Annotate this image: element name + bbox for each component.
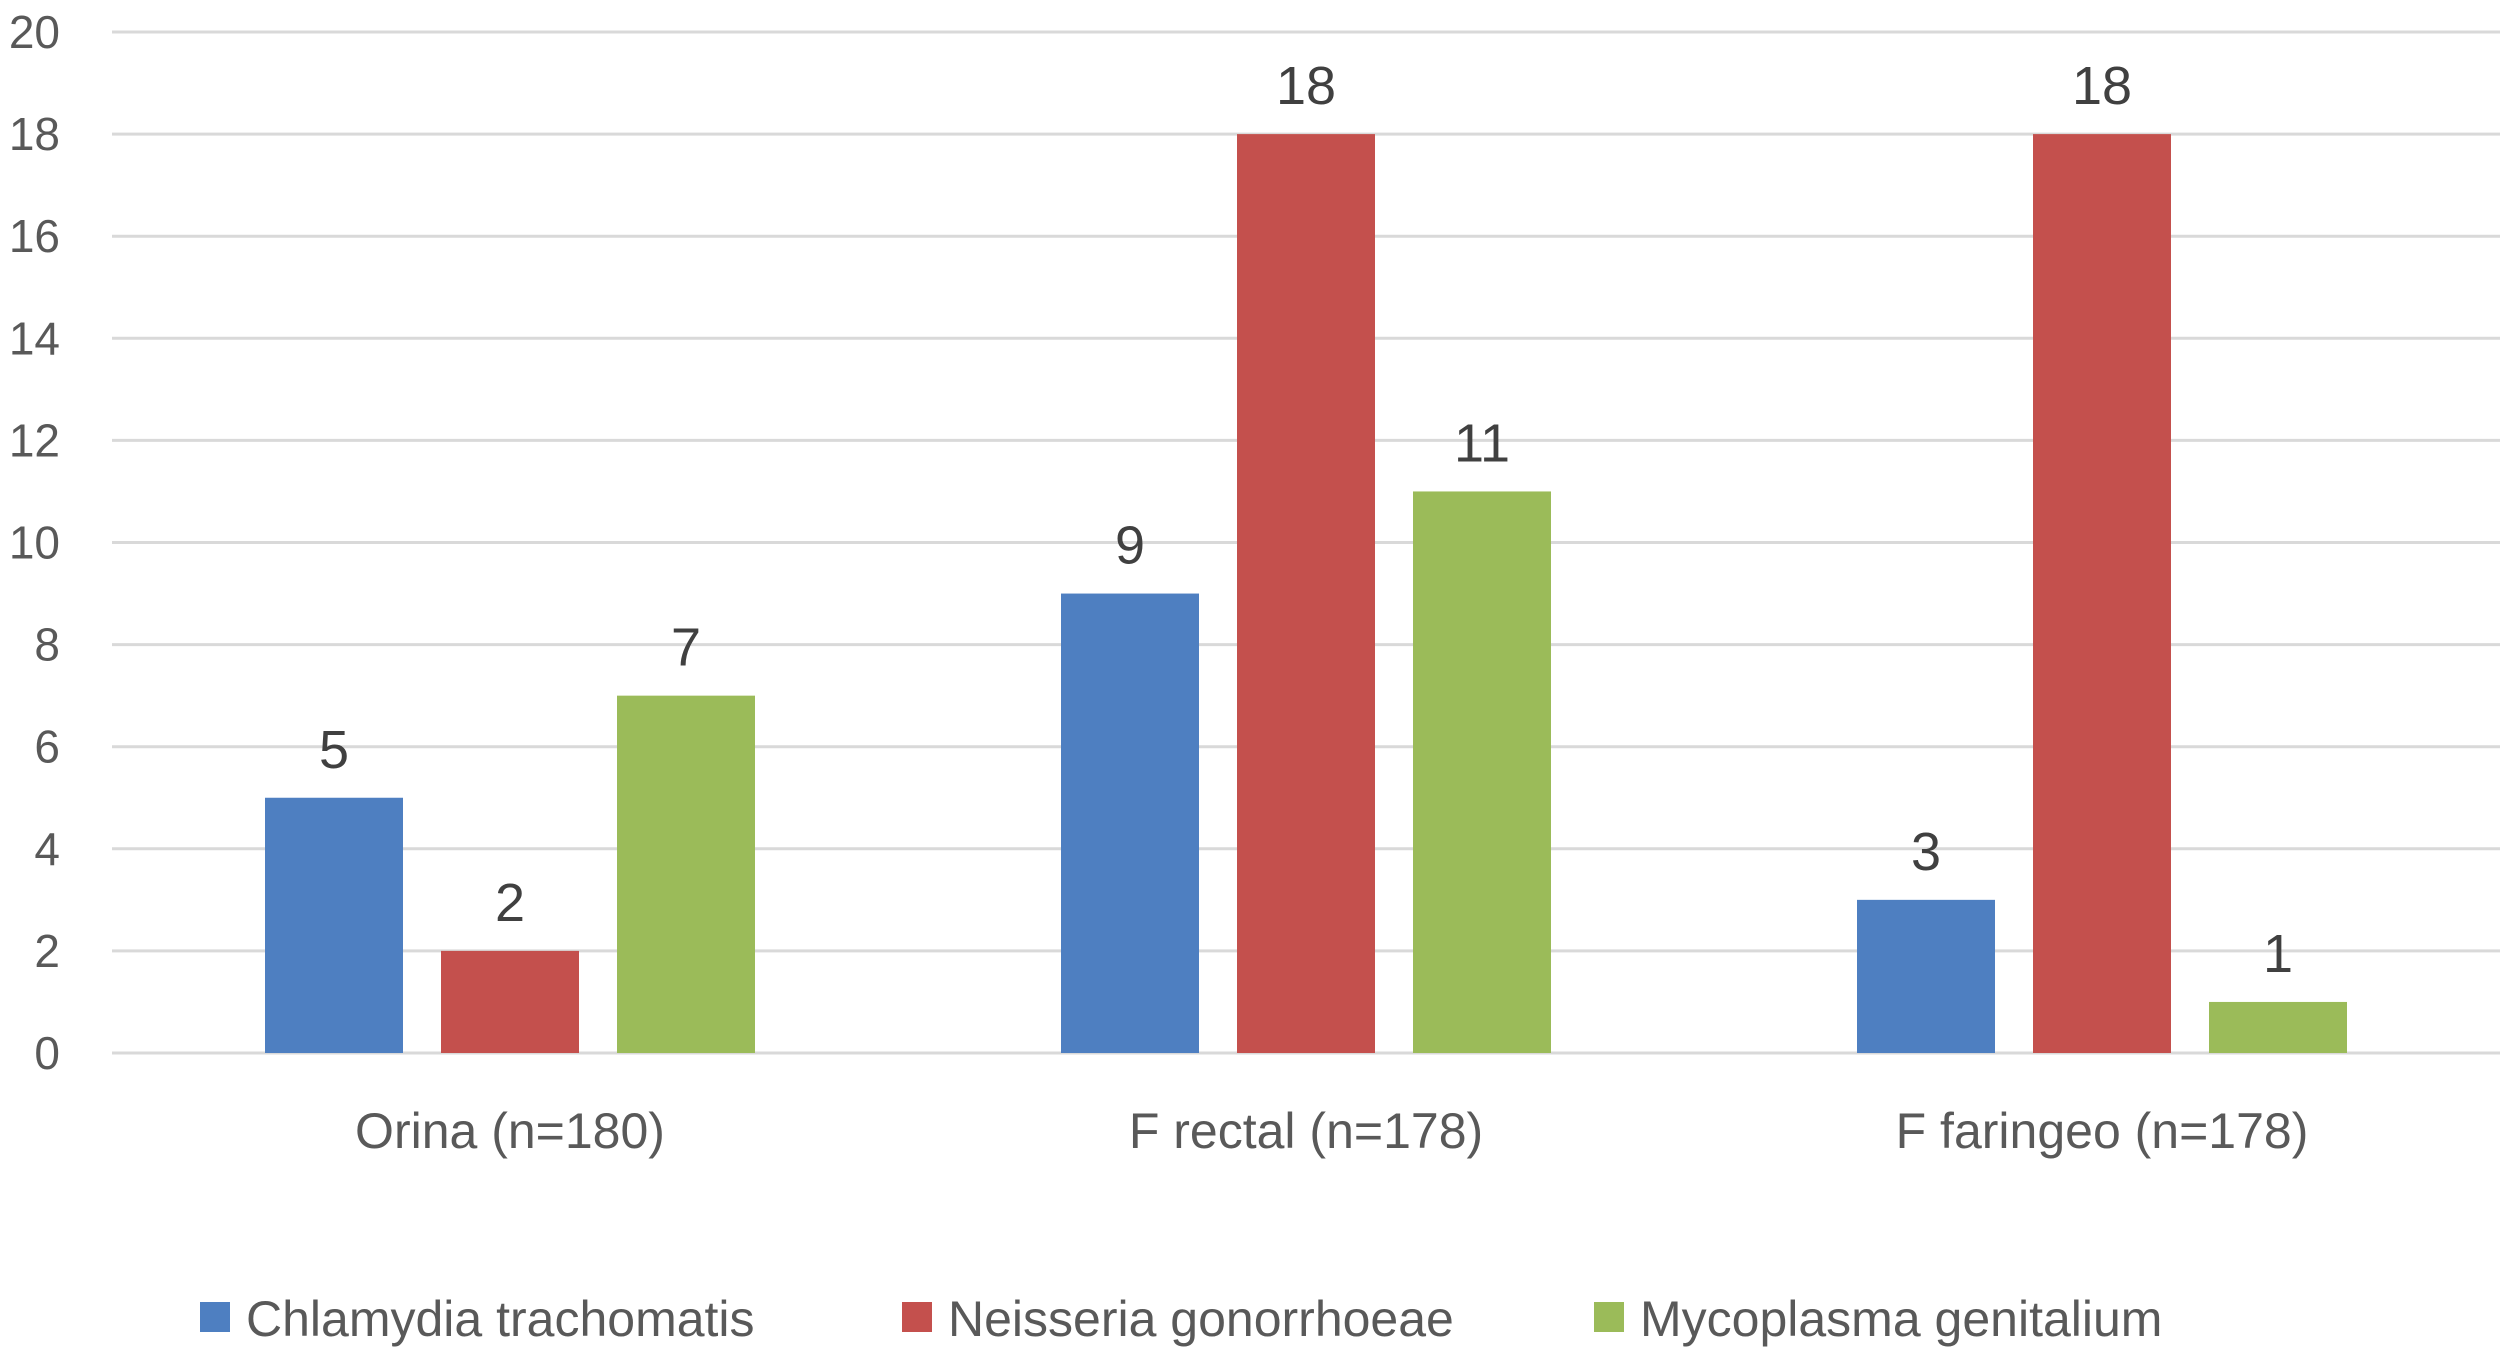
y-tick-label: 18 [9, 108, 60, 160]
y-tick-label: 4 [34, 823, 60, 875]
data-label: 3 [1911, 822, 1941, 882]
x-category-label: F faringeo (n=178) [1896, 1103, 2309, 1159]
x-category-label: Orina (n=180) [355, 1103, 665, 1159]
bar [1413, 491, 1551, 1053]
x-axis-category-labels: Orina (n=180) F rectal (n=178) F faringeo … [355, 1103, 2308, 1159]
legend-item: Mycoplasma genitalium [1594, 1291, 2162, 1347]
data-label: 2 [495, 873, 525, 933]
legend-swatch [200, 1302, 230, 1332]
y-tick-label: 16 [9, 210, 60, 262]
y-axis-tick-labels: 0 2 4 6 8 10 12 14 16 18 20 [9, 6, 60, 1079]
x-category-label: F rectal (n=178) [1129, 1103, 1483, 1159]
bar [2033, 134, 2171, 1054]
bar [441, 950, 579, 1053]
bar [1061, 593, 1199, 1053]
legend-item: Neisseria gonorrhoeae [902, 1291, 1454, 1347]
bar [617, 695, 755, 1053]
data-label: 18 [1276, 56, 1336, 116]
bars [265, 134, 2347, 1054]
legend: Chlamydia trachomatis Neisseria gonorrhoe… [200, 1291, 2162, 1347]
data-label: 18 [2072, 56, 2132, 116]
data-label: 11 [1454, 413, 1510, 473]
y-tick-label: 0 [34, 1027, 60, 1079]
legend-swatch [902, 1302, 932, 1332]
data-label: 1 [2263, 924, 2293, 984]
data-label: 7 [671, 618, 701, 678]
bar [1857, 899, 1995, 1053]
data-labels: 5 2 7 9 18 11 3 18 1 [319, 56, 2293, 984]
y-tick-label: 12 [9, 414, 60, 466]
y-tick-label: 20 [9, 6, 60, 58]
data-label: 9 [1115, 516, 1145, 576]
legend-label: Neisseria gonorrhoeae [948, 1291, 1454, 1347]
y-tick-label: 8 [34, 619, 60, 671]
legend-label: Chlamydia trachomatis [246, 1291, 755, 1347]
legend-swatch [1594, 1302, 1624, 1332]
y-tick-label: 10 [9, 517, 60, 569]
y-tick-label: 6 [34, 721, 60, 773]
data-label: 5 [319, 720, 349, 780]
legend-label: Mycoplasma genitalium [1640, 1291, 2162, 1347]
bar [1237, 134, 1375, 1054]
bar [2209, 1001, 2347, 1053]
y-tick-label: 2 [34, 925, 60, 977]
legend-item: Chlamydia trachomatis [200, 1291, 755, 1347]
bar [265, 797, 403, 1053]
y-tick-label: 14 [9, 312, 60, 364]
